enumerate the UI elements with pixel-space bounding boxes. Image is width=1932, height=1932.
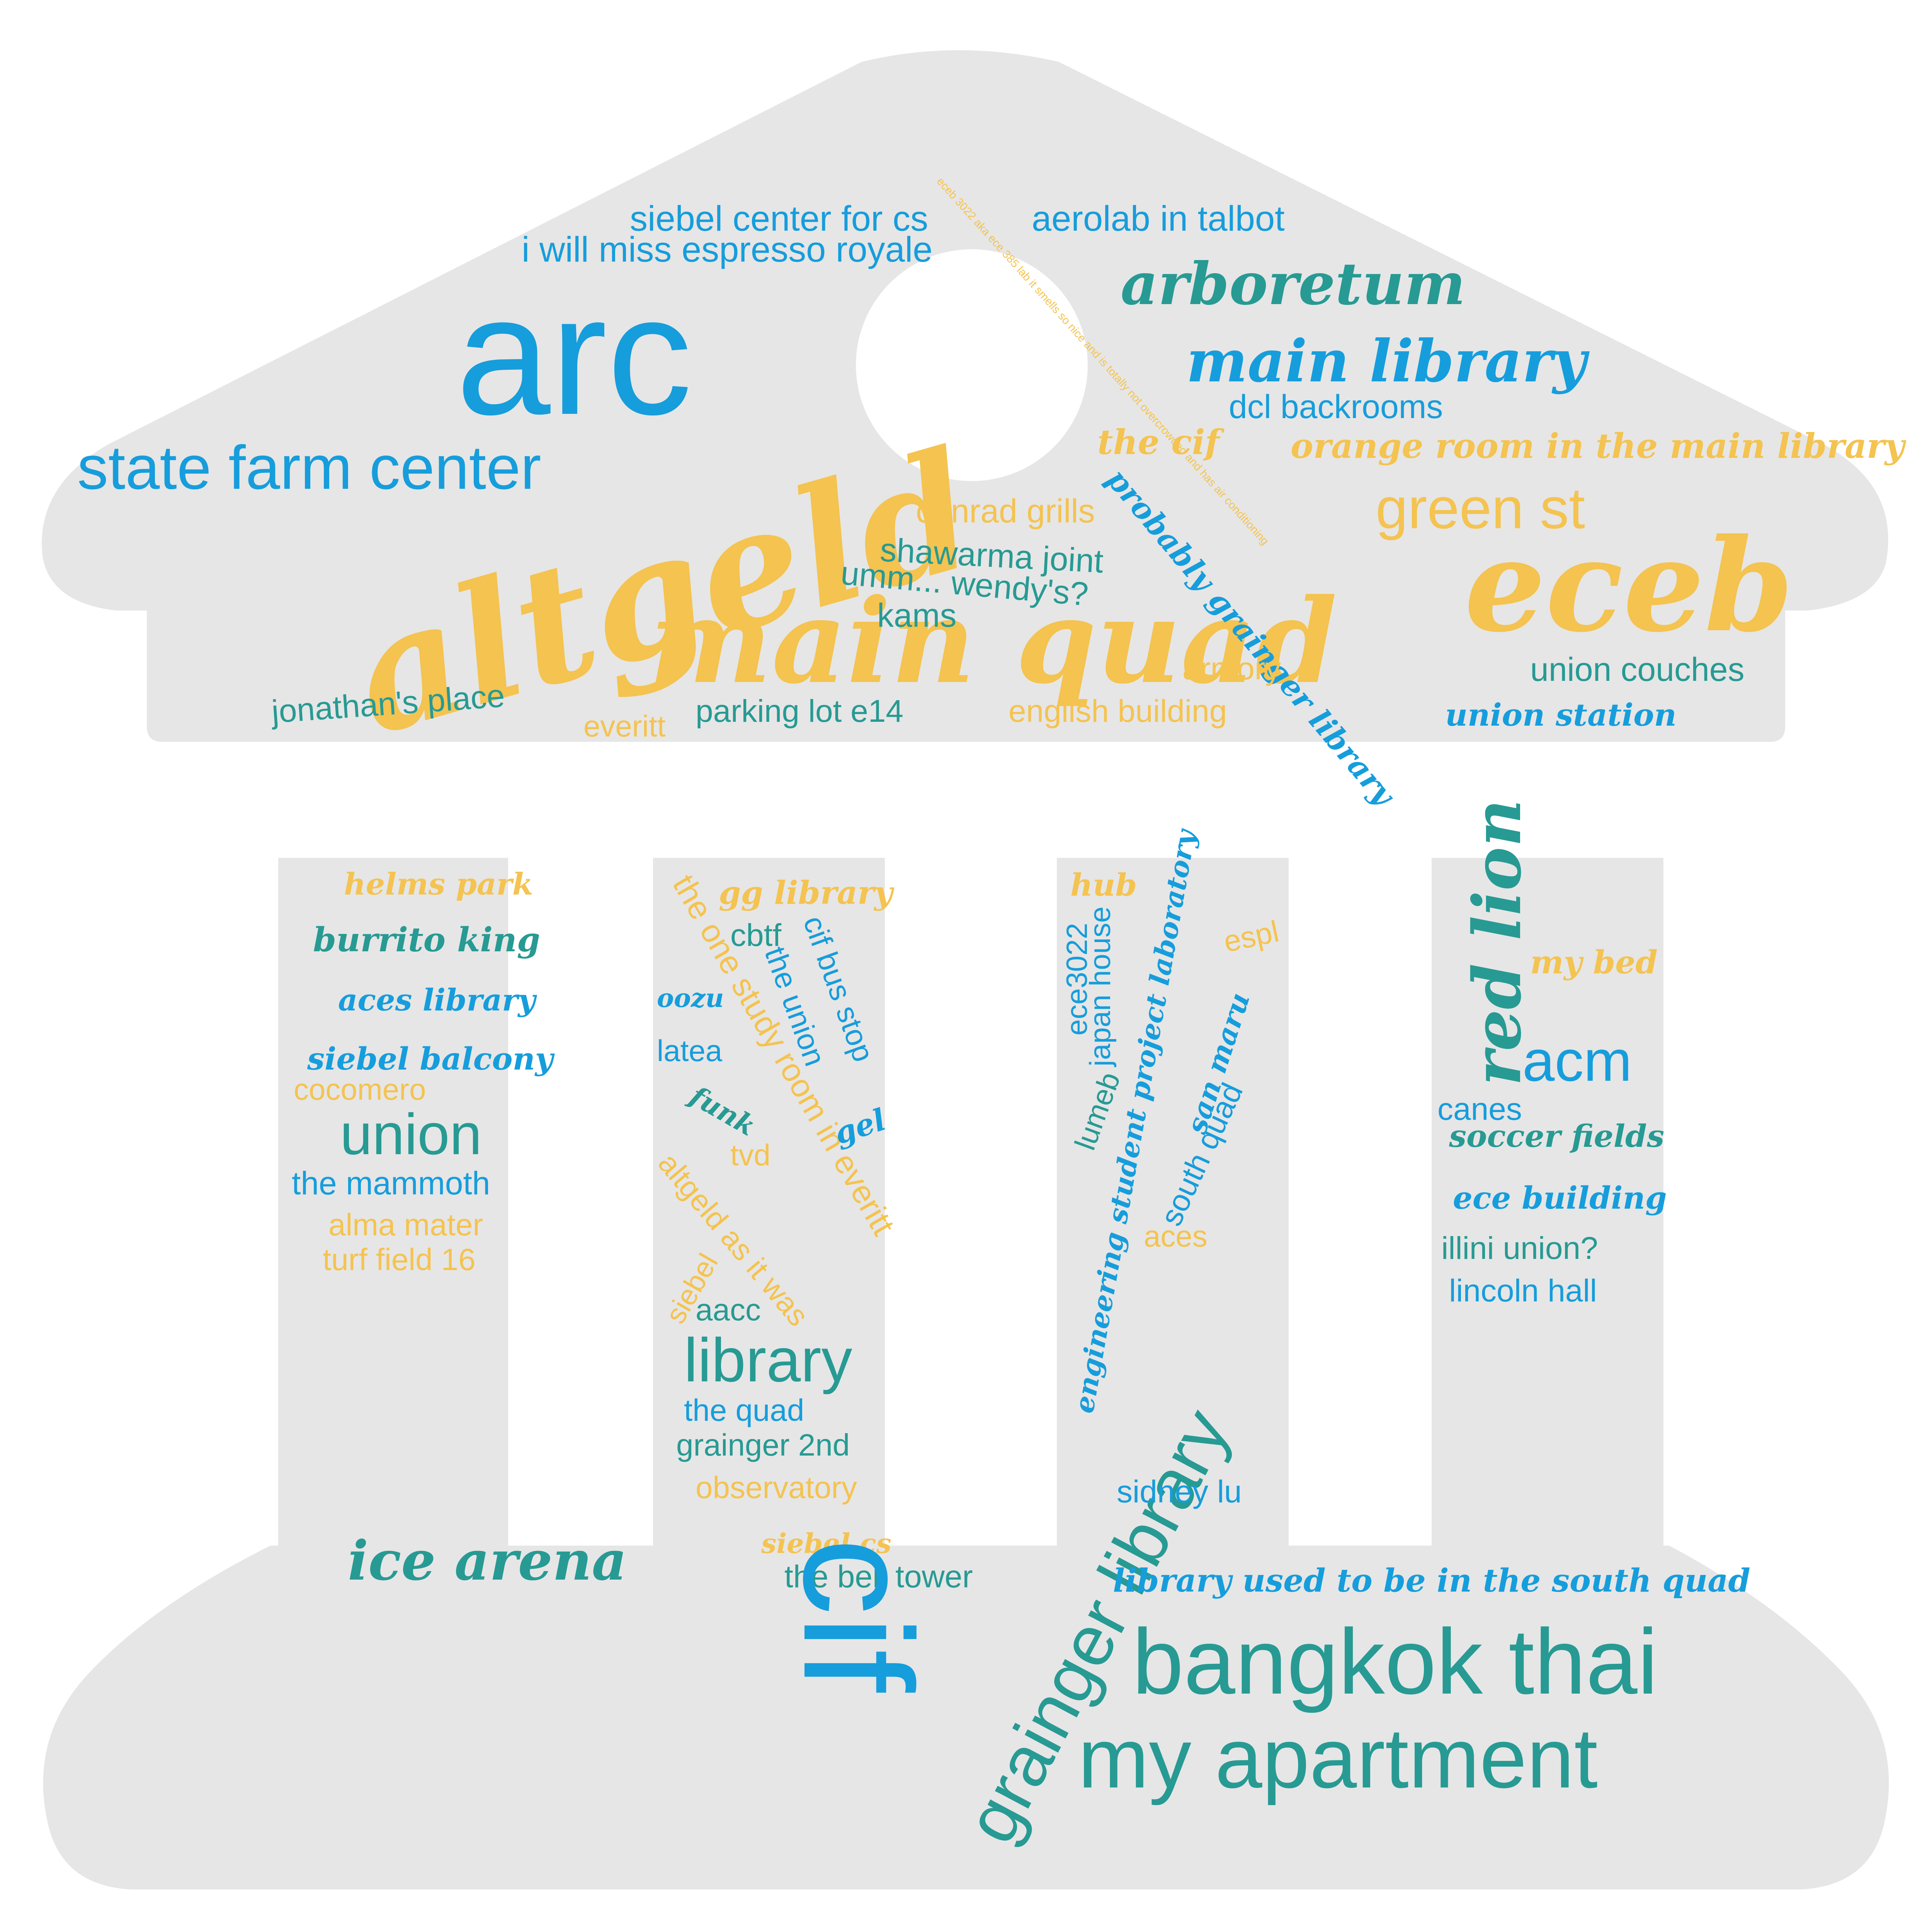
word-library: library <box>684 1325 852 1395</box>
word-turf-field-16: turf field 16 <box>323 1242 476 1277</box>
word-funk: funk <box>685 1079 761 1143</box>
word-parking-lot-e14: parking lot e14 <box>696 694 903 729</box>
word-ece-building: ece building <box>1453 1180 1667 1216</box>
word-cbtf: cbtf <box>730 918 782 953</box>
word-aces-library: aces library <box>338 983 536 1018</box>
word-green-st: green st <box>1376 476 1585 541</box>
word-my-bed: my bed <box>1530 944 1658 981</box>
word-siebel-cs: siebel cs <box>761 1527 892 1560</box>
word-conrad-grills: conrad grills <box>916 493 1095 530</box>
word-sidney-lu: sidney lu <box>1117 1474 1242 1509</box>
word-armory: armory <box>1182 651 1281 686</box>
word-espresso-royale: i will miss espresso royale <box>522 230 933 269</box>
word-arc: arc <box>456 260 692 450</box>
word-arboretum: arboretum <box>1121 250 1466 318</box>
column-4 <box>1432 858 1663 1561</box>
word-siebel-center-for-cs: siebel center for cs <box>630 199 929 238</box>
word-bangkok-thai: bangkok thai <box>1132 1610 1658 1713</box>
word-the-quad: the quad <box>684 1393 804 1427</box>
word-english-building: english building <box>1009 694 1227 729</box>
word-my-apartment: my apartment <box>1078 1711 1598 1806</box>
word-hub: hub <box>1070 867 1137 903</box>
word-orange-room: orange room in the main library <box>1291 426 1905 466</box>
word-the-bell-tower: the bell tower <box>784 1559 973 1594</box>
word-dcl-backrooms: dcl backrooms <box>1229 388 1443 425</box>
roof-circle-window <box>856 249 1088 481</box>
word-cif: cif <box>772 1538 944 1692</box>
word-espl: espl <box>1220 914 1282 959</box>
base-shape <box>43 1546 1889 1889</box>
word-union: union <box>340 1102 482 1167</box>
word-alma-mater: alma mater <box>328 1208 483 1242</box>
word-ice-arena: ice arena <box>348 1529 627 1593</box>
word-cocomero: cocomero <box>294 1072 426 1106</box>
column-3 <box>1057 858 1289 1561</box>
word-lincoln-hall: lincoln hall <box>1449 1273 1597 1308</box>
word-aces: aces <box>1144 1219 1208 1253</box>
word-aacc: aacc <box>696 1293 761 1327</box>
word-state-farm-center: state farm center <box>77 433 541 502</box>
word-everitt: everitt <box>583 709 666 743</box>
word-union-station: union station <box>1445 697 1677 733</box>
word-oozu: oozu <box>657 983 724 1013</box>
word-siebel-balcony: siebel balcony <box>307 1041 553 1077</box>
word-union-couches: union couches <box>1530 651 1745 688</box>
column-2 <box>653 858 885 1561</box>
word-acm: acm <box>1522 1028 1632 1093</box>
word-kams: kams <box>877 597 957 634</box>
word-main-library: main library <box>1186 327 1587 395</box>
word-burrito-king: burrito king <box>313 920 540 959</box>
column-1 <box>278 858 508 1561</box>
word-japan-house: japan house <box>1084 906 1117 1066</box>
word-the-cif: the cif <box>1097 422 1220 462</box>
word-illini-union: illini union? <box>1441 1231 1598 1266</box>
word-gel: gel <box>830 1102 890 1151</box>
word-gg-library: gg library <box>719 874 893 912</box>
word-observatory: observatory <box>696 1470 857 1505</box>
word-red-lion: red lion <box>1459 799 1536 1086</box>
word-helms-park: helms park <box>344 867 533 902</box>
word-grainger-2nd: grainger 2nd <box>676 1428 850 1462</box>
word-the-mammoth: the mammoth <box>292 1165 490 1201</box>
word-latea: latea <box>657 1034 723 1068</box>
word-library-used-to-be-south-quad: library used to be in the south quad <box>1113 1562 1750 1599</box>
word-main-quad: main quad <box>649 573 1337 709</box>
word-aerolab-in-talbot: aerolab in talbot <box>1032 199 1285 238</box>
word-soccer-fields: soccer fields <box>1449 1118 1665 1154</box>
word-canes: canes <box>1437 1092 1522 1127</box>
word-tvd: tvd <box>730 1138 771 1172</box>
word-eceb: eceb <box>1464 510 1794 660</box>
